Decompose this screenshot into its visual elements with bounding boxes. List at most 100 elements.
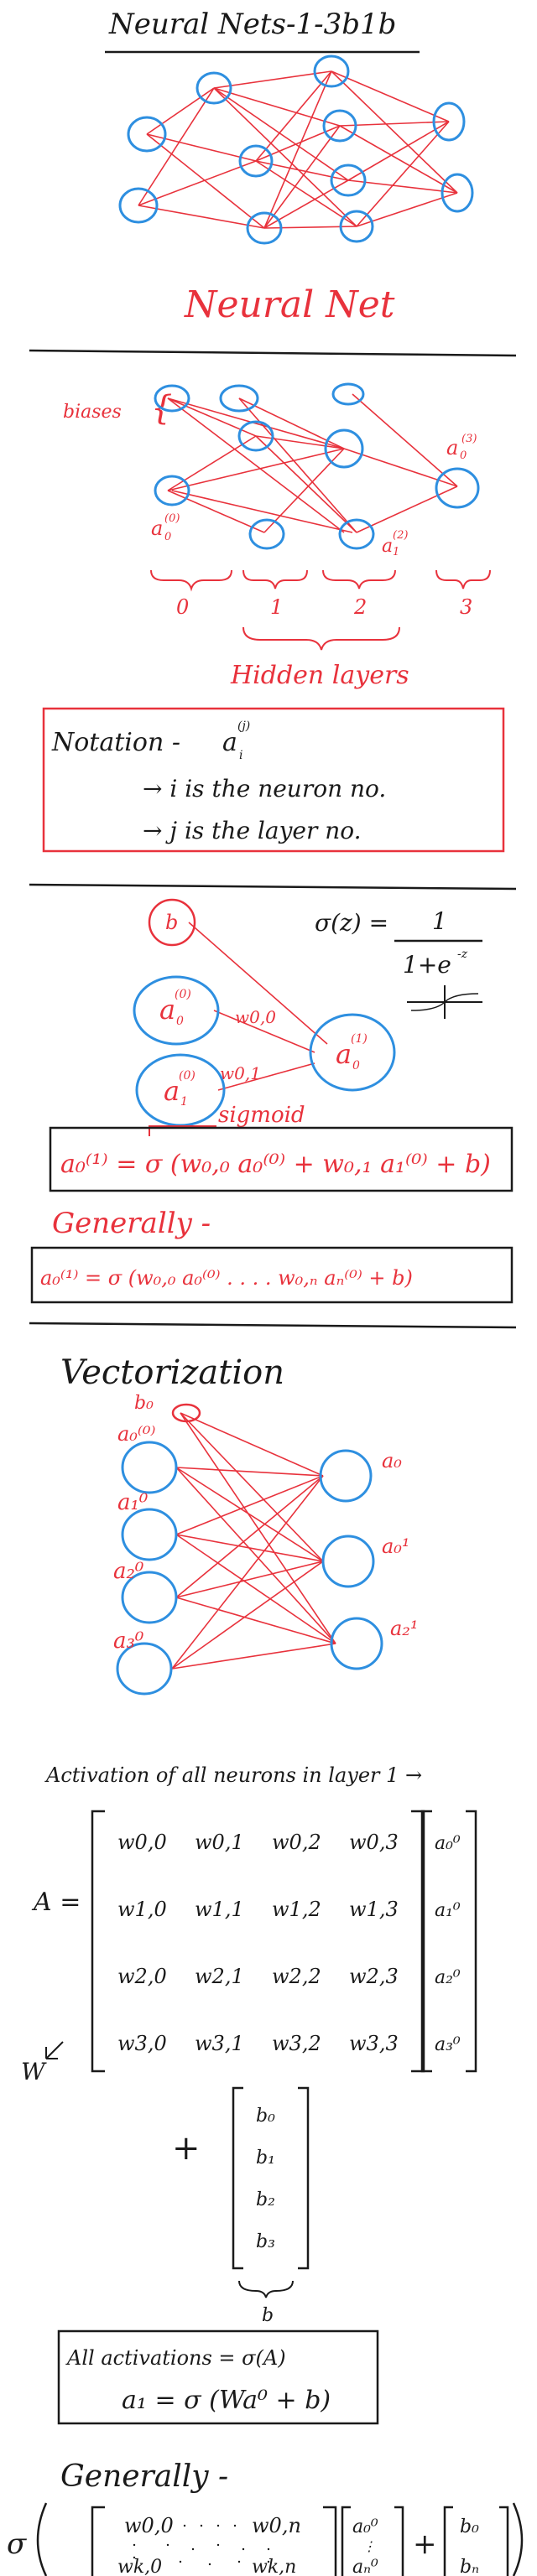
vector-net-edges: [171, 1412, 336, 1670]
hidden-layers-label: Hidden layers: [230, 661, 409, 690]
general-matrix-dots: [133, 2524, 270, 2566]
a10-sup: (0): [179, 1069, 196, 1083]
bias-vector-brackets: [232, 2086, 310, 2270]
sigma-denominator: 1+e: [403, 951, 451, 979]
general-equation-box: [30, 1246, 514, 1304]
vector-input-a0: a₀⁽⁰⁾: [117, 1422, 155, 1446]
a01-label: a: [336, 1038, 352, 1070]
general-brackets: [91, 2506, 509, 2576]
notation-symbol: a: [222, 728, 237, 757]
notation-sub: i: [239, 749, 242, 762]
input-node-0: [133, 975, 220, 1046]
general-b-top: b₀: [460, 2516, 479, 2537]
plus-b: +: [172, 2129, 201, 2168]
biases-label: biases: [63, 402, 122, 423]
vector-input-a3: a₃⁰: [113, 1628, 144, 1654]
divider-3: [29, 1322, 517, 1329]
neuron-equation: a₀⁽¹⁾ = σ (w₀,₀ a₀⁽⁰⁾ + w₀,₁ a₁⁽⁰⁾ + b): [60, 1150, 491, 1179]
matrix-cell: w3,0: [117, 2032, 167, 2055]
output-node-label: a: [446, 436, 458, 460]
vector-input-a2: a₂⁰: [113, 1559, 144, 1584]
hidden-node-sup: (2): [393, 529, 408, 542]
matrix-cell: w0,1: [195, 1831, 244, 1854]
a01-sup: (1): [351, 1032, 368, 1046]
matrix-label: A =: [31, 1888, 81, 1917]
b-vector-entry: b₁: [256, 2148, 275, 2168]
matrix-cell: w0,3: [349, 1831, 399, 1854]
input-node-sup: (0): [164, 512, 180, 525]
general-right-paren: [512, 2502, 524, 2576]
notation-line-2: → j is the layer no.: [143, 817, 362, 844]
notation-sup: (j): [237, 719, 250, 733]
a10-sub: 1: [180, 1095, 188, 1109]
generally-label-1: Generally -: [52, 1207, 211, 1240]
matrix-cell: w1,3: [349, 1898, 399, 1921]
a00-sub: 0: [176, 1015, 184, 1028]
a-vector-entry: a₀⁰: [435, 1833, 461, 1854]
input-node-1: [135, 1053, 226, 1127]
general-vector-top: a₀⁰: [352, 2516, 378, 2537]
generally-label-2: Generally -: [60, 2459, 228, 2494]
notation-title: Notation -: [51, 728, 180, 757]
w-arrow: [45, 2041, 64, 2059]
subtitle: Neural Net: [184, 283, 395, 326]
matrix-cell: w1,0: [117, 1898, 167, 1921]
general-matrix-bl: wk,0: [117, 2557, 162, 2576]
bias-vector: b₀ b₁ b₂ b₃: [256, 2106, 275, 2252]
general-left-paren: [36, 2502, 48, 2576]
notation-box: [42, 707, 505, 853]
general-equation: a₀⁽¹⁾ = σ (w₀,₀ a₀⁽⁰⁾ . . . . w₀,ₙ aₙ⁽⁰⁾…: [40, 1266, 413, 1290]
summary-line-2: a₁ = σ (Wa⁰ + b): [122, 2386, 331, 2415]
divider-2: [29, 883, 517, 891]
section1-edges: [167, 393, 458, 533]
matrix-cell: w3,2: [272, 2032, 321, 2055]
b-label: b: [262, 2305, 274, 2326]
summary-line-1: All activations = σ(A): [65, 2346, 286, 2370]
sigma-lhs: σ(z) =: [315, 909, 388, 937]
input-node-label: a: [151, 517, 163, 540]
sigma-exponent: -z: [457, 948, 468, 961]
a10-label: a: [164, 1075, 180, 1107]
summary-box: [57, 2329, 379, 2425]
general-matrix-br: wk,n: [252, 2557, 296, 2576]
notation-line-1: → i is the neuron no.: [143, 775, 386, 802]
vector-output-0: a₀: [382, 1449, 402, 1472]
matrix-cell: w2,1: [195, 1965, 244, 1988]
vector-input-b0: b₀: [134, 1393, 154, 1414]
matrix-cell: w0,0: [117, 1831, 167, 1854]
general-b-bot: bₙ: [460, 2557, 479, 2576]
w01-label: w0,1: [220, 1063, 261, 1083]
hidden-node-sub: 1: [393, 546, 399, 558]
output-node: [309, 1013, 396, 1092]
a01-sub: 0: [352, 1059, 360, 1072]
layer-number-1: 1: [270, 595, 283, 619]
matrix-cell: w1,2: [272, 1898, 321, 1921]
b-vector-entry: b₂: [256, 2189, 275, 2210]
vector-output-1: a₀¹: [382, 1535, 410, 1558]
hidden-node-label: a: [382, 536, 393, 557]
weight-matrix: w0,0 w0,1 w0,2 w0,3 w1,0 w1,1 w1,2 w1,3 w2,0 w2,1…: [117, 1831, 399, 2055]
output-node-sup: (3): [461, 433, 477, 445]
activation-heading: Activation of all neurons in layer 1 →: [44, 1763, 422, 1787]
a-vector-entry: a₃⁰: [435, 2034, 461, 2055]
matrix-cell: w2,3: [349, 1965, 399, 1988]
matrix-cell: w1,1: [195, 1898, 244, 1921]
b-vector-entry: b₃: [256, 2231, 275, 2252]
hidden-brace: [242, 626, 400, 651]
sigma-numerator: 1: [432, 907, 447, 935]
vector-output-2: a₂¹: [390, 1617, 419, 1640]
matrix-cell: w3,1: [195, 2032, 244, 2055]
section2-edges: [188, 922, 328, 1091]
layer-braces: [150, 569, 491, 592]
general-sigma: σ: [7, 2527, 27, 2561]
a-vector-entry: a₁⁰: [435, 1900, 461, 1921]
matrix-cell: w2,2: [272, 1965, 321, 1988]
input-node-sub: 0: [164, 531, 171, 543]
general-matrix-tl: w0,0: [124, 2514, 174, 2537]
activation-vector: a₀⁰ a₁⁰ a₂⁰ a₃⁰: [435, 1833, 461, 2055]
matrix-cell: w2,0: [117, 1965, 167, 1988]
vector-bias-node: [171, 1403, 201, 1423]
equation-box: [49, 1126, 514, 1192]
w00-label: w0,0: [235, 1007, 276, 1027]
